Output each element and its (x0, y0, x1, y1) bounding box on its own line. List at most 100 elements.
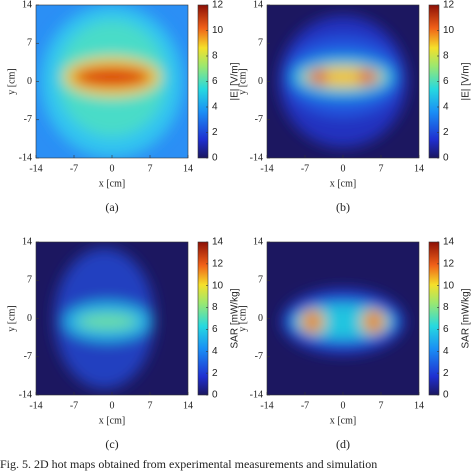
x-axis-label: x [cm] (99, 178, 125, 189)
colorbar-tick-label: 8 (443, 302, 449, 313)
heat-region (72, 66, 152, 88)
colorbar-tick-label: 0 (212, 390, 218, 401)
panel-label: (a) (105, 200, 118, 214)
colorbar-tick-label: 12 (443, 258, 455, 269)
colorbar-label: SAR [mW/kg] (230, 288, 241, 348)
colorbar-tick-label: 0 (443, 390, 449, 401)
y-tick-label: -14 (19, 389, 32, 400)
x-tick-label: -7 (301, 163, 309, 174)
x-tick-label: -14 (260, 163, 273, 174)
y-tick-label: 0 (258, 313, 263, 324)
colorbar-tick-label: 14 (212, 237, 224, 248)
colorbar-tick-label: 2 (212, 127, 218, 138)
y-tick-label: 0 (258, 76, 263, 87)
panel-label: (d) (336, 437, 350, 451)
x-tick-label: 0 (110, 400, 115, 411)
colorbar-tick-label: 2 (212, 368, 218, 379)
y-tick-label: -14 (250, 389, 263, 400)
x-tick-label: 7 (148, 400, 153, 411)
colorbar-tick-label: 8 (212, 51, 218, 62)
colorbar-label: SAR [mW/kg] (461, 288, 472, 348)
y-axis-label: y [cm] (6, 68, 17, 94)
heatmap-field (282, 289, 404, 354)
y-tick-label: 0 (27, 76, 32, 87)
x-tick-label: 14 (414, 400, 424, 411)
x-tick-label: 0 (110, 163, 115, 174)
colorbar-label: |E| [V/m] (461, 62, 472, 100)
colorbar-tick-label: 6 (443, 324, 449, 335)
heat-region (77, 313, 138, 330)
colorbar-tick-label: 6 (443, 76, 449, 87)
colorbar-tick-label: 6 (212, 324, 218, 335)
x-tick-label: 7 (379, 163, 384, 174)
heatmap-field (54, 248, 155, 389)
colorbar-label: |E| [V/m] (230, 62, 241, 100)
colorbar (428, 241, 440, 396)
y-tick-label: 7 (27, 275, 32, 286)
colorbar-tick-label: 2 (443, 127, 449, 138)
x-tick-label: 14 (183, 400, 193, 411)
colorbar-tick-label: 8 (212, 302, 218, 313)
x-tick-label: -14 (29, 163, 42, 174)
y-tick-label: -14 (250, 152, 263, 163)
y-tick-label: 7 (258, 275, 263, 286)
heat-region (359, 69, 375, 85)
heat-region (306, 313, 319, 330)
colorbar-tick-label: 10 (443, 280, 455, 291)
colorbar-tick-label: 4 (443, 346, 449, 357)
y-tick-label: -7 (24, 114, 32, 125)
x-axis-label: x [cm] (99, 415, 125, 426)
heat-region (367, 313, 380, 330)
y-tick-label: 7 (258, 38, 263, 49)
x-tick-label: -7 (301, 400, 309, 411)
colorbar-tick-label: 4 (212, 346, 218, 357)
y-axis-label: y [cm] (237, 305, 248, 331)
x-tick-label: 14 (183, 163, 193, 174)
colorbar-tick-label: 10 (212, 280, 224, 291)
colorbar-tick-label: 4 (212, 102, 218, 113)
heatmap-field (279, 15, 407, 148)
y-tick-label: -7 (255, 114, 263, 125)
colorbar-tick-label: 10 (443, 25, 455, 36)
y-tick-label: -7 (24, 351, 32, 362)
y-tick-label: -7 (255, 351, 263, 362)
panel-label: (b) (336, 200, 350, 214)
y-tick-label: 14 (22, 0, 32, 10)
x-tick-label: -7 (70, 400, 78, 411)
y-tick-label: 0 (27, 313, 32, 324)
heatmap (36, 242, 188, 395)
colorbar-tick-label: 12 (443, 0, 455, 11)
y-tick-label: 14 (22, 236, 32, 247)
colorbar-tick-label: 0 (443, 153, 449, 164)
heatmap (267, 242, 419, 395)
x-axis-label: x [cm] (330, 415, 356, 426)
colorbar-tick-label: 14 (443, 237, 455, 248)
heatmap (267, 5, 419, 158)
colorbar-tick-label: 6 (212, 76, 218, 87)
x-tick-label: 0 (341, 400, 346, 411)
colorbar-tick-label: 4 (443, 102, 449, 113)
heatmap-field (40, 5, 184, 158)
y-axis-label: y [cm] (237, 68, 248, 94)
y-axis-label: y [cm] (6, 305, 17, 331)
x-tick-label: 7 (148, 163, 153, 174)
colorbar-tick-label: 8 (443, 51, 449, 62)
x-tick-label: 7 (379, 400, 384, 411)
colorbar-tick-label: 2 (443, 368, 449, 379)
colorbar-tick-label: 0 (212, 153, 218, 164)
y-tick-label: 7 (27, 38, 32, 49)
x-tick-label: -7 (70, 163, 78, 174)
panel-label: (c) (105, 437, 118, 451)
heatmap (36, 5, 188, 158)
y-tick-label: 14 (253, 236, 263, 247)
x-tick-label: -14 (29, 400, 42, 411)
heat-region (311, 69, 327, 85)
y-tick-label: -14 (19, 152, 32, 163)
figure-caption: Fig. 5. 2D hot maps obtained from experi… (0, 457, 377, 471)
x-axis-label: x [cm] (330, 178, 356, 189)
x-tick-label: 14 (414, 163, 424, 174)
colorbar-tick-label: 12 (212, 0, 224, 11)
x-tick-label: 0 (341, 163, 346, 174)
y-tick-label: 14 (253, 0, 263, 10)
